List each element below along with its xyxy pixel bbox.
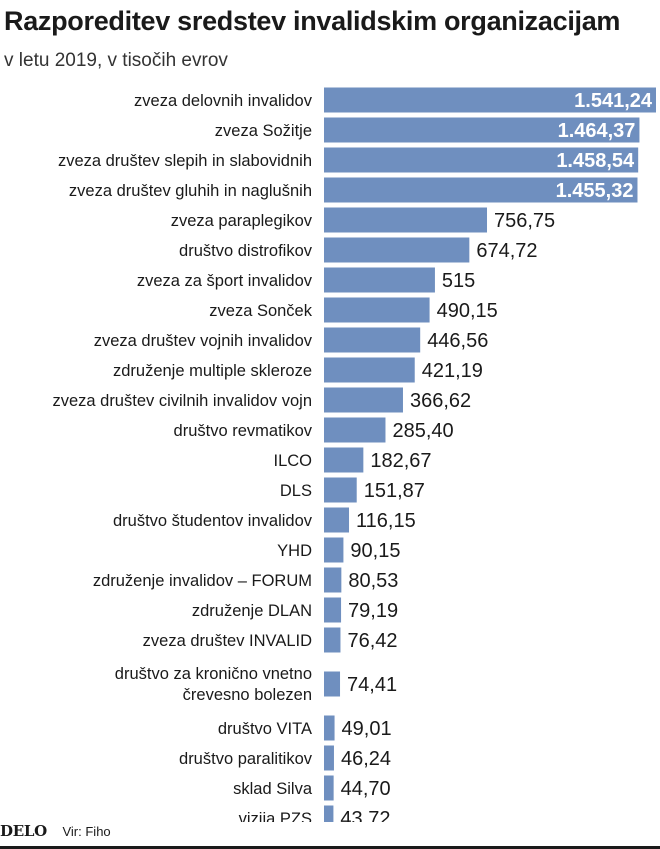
- bar: [324, 327, 421, 353]
- category-label: zveza društev slepih in slabovidnih: [58, 152, 312, 170]
- category-label: združenje DLAN: [192, 602, 312, 620]
- category-label: društvo distrofikov: [179, 242, 313, 260]
- value-label: 90,15: [350, 540, 400, 562]
- bar: [324, 775, 334, 801]
- bar: [324, 671, 341, 697]
- category-label: društvo paralitikov: [179, 750, 313, 768]
- bar: [324, 297, 430, 323]
- value-label: 74,41: [347, 674, 397, 696]
- category-label: zveza društev INVALID: [143, 632, 312, 650]
- footer: DELO Vir: Fiho: [0, 822, 111, 840]
- category-label: vizija PZS: [239, 810, 312, 822]
- bottom-rule: [0, 846, 660, 849]
- category-label: zveza paraplegikov: [171, 212, 313, 230]
- value-label: 182,67: [370, 450, 431, 472]
- category-label: DLS: [280, 482, 312, 500]
- value-label: 1.541,24: [574, 90, 653, 112]
- value-label: 490,15: [437, 300, 498, 322]
- bar: [324, 507, 350, 533]
- value-label: 1.458,54: [556, 150, 635, 172]
- category-label: ILCO: [273, 452, 312, 470]
- chart-subtitle: v letu 2019, v tisočih evrov: [4, 50, 228, 71]
- value-label: 79,19: [348, 600, 398, 622]
- bar: [324, 447, 364, 473]
- bar: [324, 267, 435, 293]
- value-label: 116,15: [356, 510, 416, 532]
- category-label: zveza Sožitje: [215, 122, 312, 140]
- bar: [324, 567, 342, 593]
- bar: [324, 357, 415, 383]
- category-label: sklad Silva: [233, 780, 313, 798]
- value-label: 44,70: [341, 778, 391, 800]
- bar: [324, 117, 640, 143]
- bar: [324, 177, 638, 203]
- bar: [324, 805, 334, 822]
- value-label: 674,72: [476, 240, 537, 262]
- category-label: društvo za kronično vnetno črevesno bolez…: [115, 665, 312, 704]
- category-label: YHD: [277, 542, 312, 560]
- category-label: zveza Sonček: [209, 302, 312, 320]
- bar: [324, 387, 403, 413]
- category-label: združenje multiple skleroze: [113, 362, 312, 380]
- category-label: zveza društev civilnih invalidov vojn: [52, 392, 312, 410]
- value-label: 446,56: [427, 330, 488, 352]
- category-label: zveza društev gluhih in naglušnih: [69, 182, 312, 200]
- chart-title: Razporeditev sredstev invalidskim organi…: [4, 6, 621, 36]
- bar: [324, 147, 639, 173]
- value-label: 285,40: [392, 420, 453, 442]
- bar: [324, 715, 335, 741]
- category-label: društvo revmatikov: [174, 422, 313, 440]
- bar-chart: zveza delovnih invalidov 1.541,24 zveza So…: [52, 87, 656, 822]
- bar: [324, 745, 334, 771]
- source-note: Vir: Fiho: [62, 824, 111, 839]
- value-label: 49,01: [342, 718, 392, 740]
- value-label: 1.455,32: [556, 180, 634, 202]
- value-label: 46,24: [341, 748, 391, 770]
- bar: [324, 417, 386, 443]
- value-label: 76,42: [347, 630, 397, 652]
- value-label: 366,62: [410, 390, 471, 412]
- bar: [324, 597, 342, 623]
- value-label: 151,87: [364, 480, 425, 502]
- bar: [324, 537, 344, 563]
- bar: [324, 477, 357, 503]
- category-label: društvo študentov invalidov: [113, 512, 313, 530]
- category-label: zveza za šport invalidov: [137, 272, 313, 290]
- category-label: združenje invalidov – FORUM: [93, 572, 312, 590]
- bar: [324, 207, 488, 233]
- category-label: društvo VITA: [218, 720, 312, 738]
- value-label: 43,72: [340, 808, 390, 822]
- category-label: zveza društev vojnih invalidov: [94, 332, 313, 350]
- value-label: 515: [442, 270, 475, 292]
- value-label: 421,19: [422, 360, 483, 382]
- value-label: 1.464,37: [558, 120, 636, 142]
- value-label: 756,75: [494, 210, 555, 232]
- value-label: 80,53: [348, 570, 398, 592]
- bar: [324, 627, 341, 653]
- bar: [324, 237, 470, 263]
- bar: [324, 87, 656, 113]
- brand-logo: DELO: [0, 822, 47, 840]
- category-label: zveza delovnih invalidov: [134, 92, 313, 110]
